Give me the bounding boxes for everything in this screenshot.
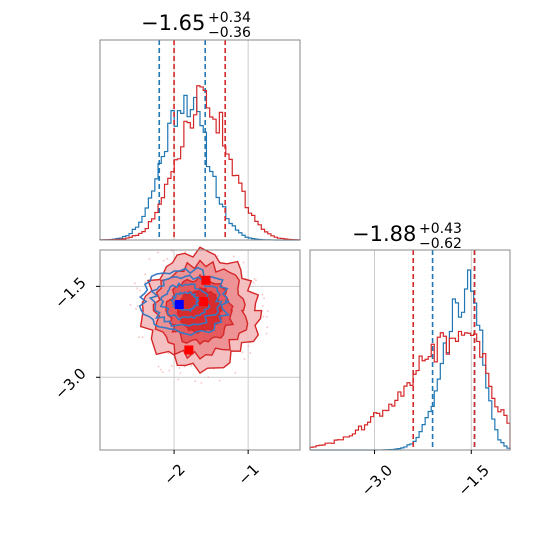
scatter-point <box>144 281 146 284</box>
scatter-point <box>177 378 180 381</box>
scatter-point <box>265 332 268 335</box>
x-title-plus: +0.34 <box>208 10 251 26</box>
scatter-point <box>162 259 165 262</box>
y-marginal-tick-label: −3.0 <box>358 461 396 499</box>
joint-x-tick-label: −2 <box>160 460 188 488</box>
scatter-point <box>261 293 264 296</box>
scatter-point <box>135 307 137 310</box>
scatter-point <box>266 310 269 313</box>
scatter-point <box>216 254 219 257</box>
scatter-point <box>247 344 250 347</box>
scatter-point <box>266 326 269 329</box>
scatter-point <box>178 367 181 369</box>
scatter-point <box>218 379 221 382</box>
joint-x-tick-label: −1 <box>234 460 262 488</box>
scatter-point <box>161 371 164 373</box>
scatter-point <box>207 376 210 378</box>
x-hist-step <box>99 94 301 241</box>
scatter-point <box>133 282 136 285</box>
scatter-point <box>261 305 264 307</box>
red-marker <box>184 345 194 355</box>
scatter-point <box>167 352 170 355</box>
x-title-minus: −0.36 <box>208 25 251 41</box>
blue-contour <box>159 282 211 321</box>
scatter-point <box>184 250 187 253</box>
scatter-point <box>242 261 245 264</box>
scatter-point <box>168 369 171 372</box>
scatter-point <box>138 336 140 339</box>
scatter-point <box>262 315 265 318</box>
blue-contour <box>170 290 200 313</box>
scatter-point <box>136 287 139 290</box>
scatter-point <box>136 305 139 308</box>
scatter-point <box>255 279 257 282</box>
scatter-point <box>241 351 244 354</box>
scatter-point <box>233 255 235 258</box>
scatter-point <box>194 380 197 383</box>
scatter-point <box>144 273 147 276</box>
scatter-point <box>148 257 151 260</box>
y-hist-step <box>309 330 511 450</box>
joint-y-tick-label: −3.0 <box>51 364 89 402</box>
x-marginal-frame <box>99 39 301 241</box>
scatter-point <box>157 251 159 254</box>
scatter-point <box>190 364 193 367</box>
x-hist-step <box>99 85 301 241</box>
red-marker <box>201 275 211 285</box>
scatter-point <box>139 289 142 292</box>
scatter-point <box>249 352 252 354</box>
scatter-point <box>252 281 255 284</box>
y-title-median: −1.88 <box>352 222 416 246</box>
x-marginal-panel: −1.65 +0.34 −0.36 <box>99 10 301 241</box>
red-marker <box>199 297 209 307</box>
scatter-point <box>171 365 173 367</box>
scatter-point <box>159 368 162 371</box>
scatter-point <box>183 365 186 368</box>
y-marginal-frame <box>309 249 511 451</box>
joint-y-tick-label: −1.5 <box>51 274 89 312</box>
y-marginal-tick-label: −1.5 <box>455 461 493 499</box>
blue-contour <box>148 274 223 328</box>
scatter-point <box>157 365 160 368</box>
joint-frame <box>99 249 301 451</box>
y-marginal-panel: −1.88 +0.43 −0.62 −3.0 −1.5 <box>309 221 511 500</box>
scatter-point <box>141 336 144 339</box>
scatter-point <box>234 371 237 374</box>
scatter-point <box>253 277 256 280</box>
blue-marker <box>174 300 184 310</box>
scatter-point <box>200 381 203 384</box>
red-contour <box>176 287 225 335</box>
y-title-minus: −0.62 <box>419 236 462 252</box>
joint-panel: −2 −1 −1.5 −3.0 <box>51 246 301 489</box>
scatter-point <box>265 315 268 318</box>
scatter-point <box>129 303 132 306</box>
scatter-point <box>166 257 168 260</box>
scatter-point <box>263 297 265 300</box>
y-hist-step <box>310 269 511 451</box>
scatter-point <box>243 358 246 361</box>
y-title-plus: +0.43 <box>419 221 462 237</box>
scatter-point <box>179 372 182 374</box>
x-title-median: −1.65 <box>141 11 205 35</box>
